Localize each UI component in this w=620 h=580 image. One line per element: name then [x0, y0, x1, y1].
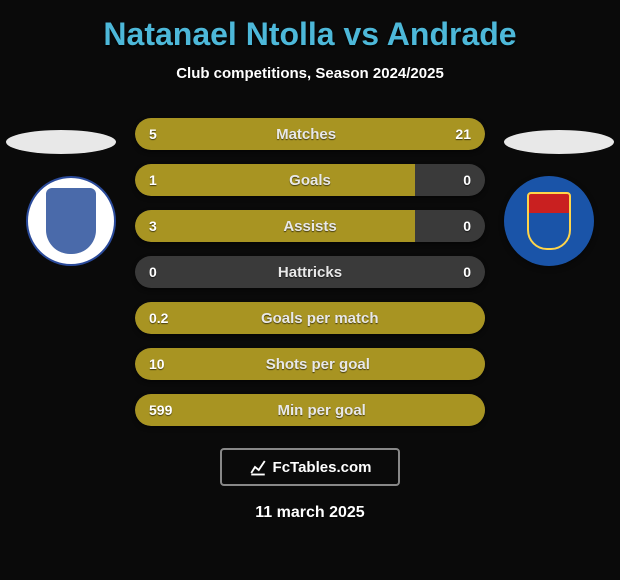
stat-label: Matches	[276, 126, 336, 143]
stat-row: 599 Min per goal	[135, 394, 485, 426]
stat-right-value: 0	[463, 172, 471, 188]
stat-right-value: 0	[463, 218, 471, 234]
stat-row: 0.2 Goals per match	[135, 302, 485, 334]
stat-left-value: 3	[149, 218, 157, 234]
stat-row: 1 Goals 0	[135, 164, 485, 196]
subtitle: Club competitions, Season 2024/2025	[0, 65, 620, 82]
stat-label: Goals	[289, 172, 331, 189]
stats-list: 5 Matches 21 1 Goals 0 3 Assists 0 0 Hat…	[0, 118, 620, 426]
page-title: Natanael Ntolla vs Andrade	[0, 16, 620, 53]
team-crest-right	[504, 176, 594, 266]
crest-right-shield	[527, 192, 571, 250]
crest-left-shield	[46, 188, 96, 254]
comparison-card: Natanael Ntolla vs Andrade Club competit…	[0, 0, 620, 580]
stat-row: 10 Shots per goal	[135, 348, 485, 380]
stat-label: Shots per goal	[266, 356, 370, 373]
stat-label: Assists	[283, 218, 336, 235]
stat-left-value: 599	[149, 402, 172, 418]
date-text: 11 march 2025	[0, 504, 620, 522]
stat-left-value: 0.2	[149, 310, 168, 326]
attribution-text: FcTables.com	[273, 459, 372, 476]
attribution-badge: FcTables.com	[220, 448, 400, 486]
bar-left	[135, 210, 415, 242]
stat-label: Goals per match	[261, 310, 379, 327]
stat-label: Hattricks	[278, 264, 342, 281]
stat-left-value: 1	[149, 172, 157, 188]
stat-left-value: 10	[149, 356, 165, 372]
chart-icon	[249, 458, 267, 476]
stat-left-value: 0	[149, 264, 157, 280]
bar-left	[135, 164, 415, 196]
stat-label: Min per goal	[278, 402, 366, 419]
stat-right-value: 21	[455, 126, 471, 142]
stat-right-value: 0	[463, 264, 471, 280]
bar-left	[135, 118, 202, 150]
stat-row: 0 Hattricks 0	[135, 256, 485, 288]
stat-left-value: 5	[149, 126, 157, 142]
team-crest-left	[26, 176, 116, 266]
stat-row: 3 Assists 0	[135, 210, 485, 242]
stat-row: 5 Matches 21	[135, 118, 485, 150]
bar-right	[202, 118, 486, 150]
